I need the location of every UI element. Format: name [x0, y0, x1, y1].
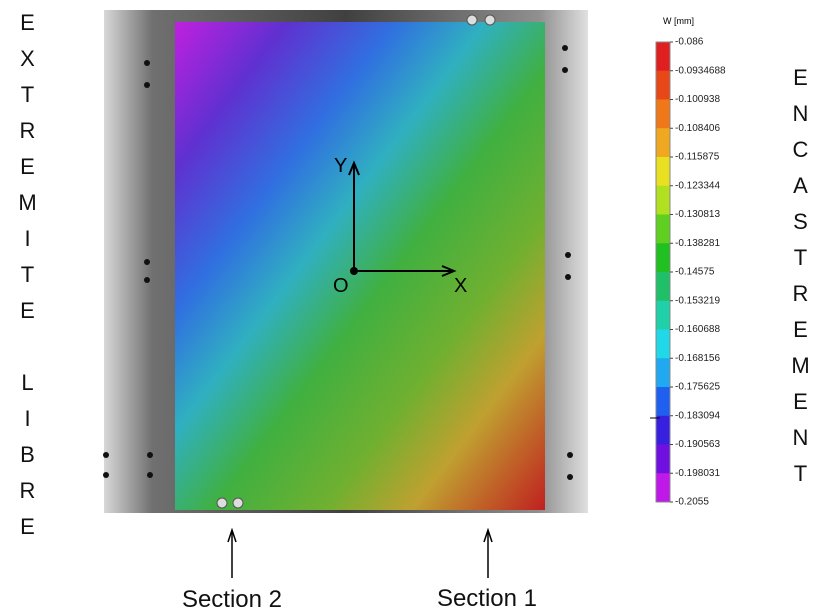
colorbar-tick-label: -0.086	[675, 37, 704, 48]
section-arrows	[227, 527, 493, 578]
photo	[103, 10, 588, 513]
colorbar-band	[656, 358, 670, 388]
colorbar-band	[656, 99, 670, 129]
colorbar-tick-label: -0.2055	[675, 497, 709, 508]
colorbar-band	[656, 329, 670, 359]
colorbar-tick-label: -0.183094	[675, 410, 720, 421]
colorbar-tick-label: -0.138281	[675, 238, 720, 249]
section-label: Section 2	[182, 586, 282, 613]
colorbar-tick-label: -0.100938	[675, 94, 720, 105]
colorbar-band	[656, 185, 670, 215]
colorbar-tick-label: -0.130813	[675, 209, 720, 220]
y-axis-label: Y	[334, 155, 347, 177]
section-label: Section 1	[437, 585, 537, 612]
colorbar-band	[656, 415, 670, 445]
colorbar-tick-label: -0.14575	[675, 267, 715, 278]
colorbar-band	[656, 300, 670, 330]
colorbar-tick-label: -0.175625	[675, 382, 720, 393]
colorbar-band	[656, 157, 670, 187]
origin-label: O	[333, 275, 349, 297]
colorbar-tick-label: -0.0934688	[675, 65, 726, 76]
colorbar-tick-label: -0.153219	[675, 295, 720, 306]
colorbar-tick-label: -0.115875	[675, 152, 720, 163]
colorbar-band	[656, 70, 670, 100]
colorbar-tick-label: -0.198031	[675, 468, 720, 479]
colorbar-title: W [mm]	[663, 16, 694, 26]
colorbar: -0.086 -0.0934688 -0.100938 -0.108406 -0.115…	[655, 37, 726, 508]
colorbar-band	[656, 214, 670, 244]
colorbar-band	[656, 444, 670, 474]
colorbar-tick-label: -0.190563	[675, 439, 720, 450]
colorbar-tick-label: -0.123344	[675, 180, 720, 191]
colorbar-band	[656, 42, 670, 72]
coordinate-axes	[348, 160, 457, 277]
colorbar-band	[656, 128, 670, 158]
left-label: EXTREMITE LIBRE	[15, 10, 40, 550]
colorbar-band	[656, 387, 670, 417]
colorbar-band	[656, 272, 670, 302]
colorbar-tick-label: -0.160688	[675, 324, 720, 335]
colorbar-band	[656, 473, 670, 503]
colorbar-tick-label: -0.108406	[675, 123, 720, 134]
x-axis-label: X	[454, 275, 467, 297]
colorbar-tick-label: -0.168156	[675, 353, 720, 364]
right-label: ENCASTREMENT	[788, 65, 813, 497]
colorbar-band	[656, 243, 670, 273]
